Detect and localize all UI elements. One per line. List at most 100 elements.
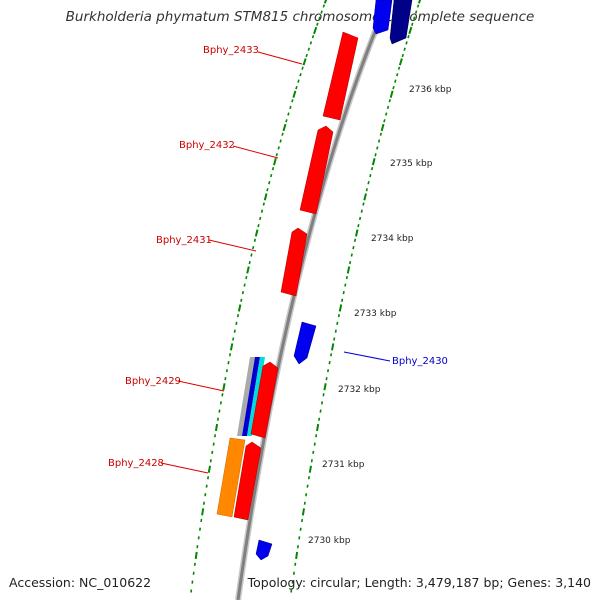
outer-tick bbox=[337, 314, 340, 318]
outer-tick bbox=[331, 343, 335, 351]
outer-tick bbox=[374, 153, 377, 157]
gene-reverse-bottom[interactable] bbox=[255, 539, 273, 561]
outer-tick bbox=[346, 266, 351, 274]
inner-tick bbox=[262, 202, 265, 206]
outer-tick bbox=[330, 353, 333, 357]
inner-tick bbox=[285, 119, 288, 123]
gene-label-bphy-2431[interactable]: Bphy_2431 bbox=[156, 235, 212, 246]
inner-tick bbox=[318, 16, 321, 20]
outer-tick bbox=[389, 90, 394, 98]
gene-label-bphy-2433[interactable]: Bphy_2433 bbox=[203, 45, 259, 56]
inner-tick bbox=[320, 10, 323, 14]
inner-tick bbox=[311, 35, 315, 39]
gene-label-bphy-2429[interactable]: Bphy_2429 bbox=[125, 376, 181, 387]
outer-tick bbox=[385, 112, 388, 116]
gene-label-bphy-2428[interactable]: Bphy_2428 bbox=[108, 458, 164, 469]
outer-tick bbox=[306, 484, 309, 488]
inner-tick bbox=[205, 484, 208, 488]
inner-tick bbox=[263, 193, 268, 201]
outer-tick bbox=[353, 238, 357, 242]
outer-tick bbox=[322, 393, 325, 397]
gene-bphy-2428[interactable] bbox=[233, 441, 262, 521]
gene-reverse-top-2[interactable] bbox=[389, 0, 413, 45]
outer-tick bbox=[379, 132, 382, 136]
outer-tick bbox=[407, 34, 410, 39]
feature-grey[interactable] bbox=[237, 357, 255, 436]
inner-tick bbox=[214, 434, 217, 438]
outer-tick bbox=[411, 22, 414, 26]
feature-dark-blue[interactable] bbox=[242, 357, 260, 436]
outer-tick bbox=[292, 571, 295, 575]
inner-tick bbox=[232, 337, 235, 341]
outer-tick bbox=[371, 158, 376, 166]
inner-tick bbox=[291, 99, 294, 103]
outer-tick bbox=[341, 298, 344, 302]
inner-tick bbox=[253, 238, 256, 242]
inner-tick bbox=[302, 58, 307, 66]
outer-tick bbox=[394, 79, 397, 83]
gene-bphy-2433[interactable] bbox=[322, 31, 359, 121]
outer-tick bbox=[295, 551, 299, 560]
inner-tick bbox=[221, 393, 224, 397]
inner-tick bbox=[281, 132, 284, 136]
outer-tick bbox=[376, 146, 379, 150]
inner-tick bbox=[211, 450, 214, 455]
inner-tick bbox=[229, 343, 234, 351]
inner-tick bbox=[252, 246, 255, 250]
inner-tick bbox=[299, 73, 302, 77]
gene-bphy-2430[interactable] bbox=[293, 321, 317, 365]
outer-tick bbox=[365, 188, 368, 192]
outer-tick bbox=[301, 508, 305, 516]
inner-tick bbox=[297, 79, 300, 83]
scale-label-2730: 2730 kbp bbox=[308, 536, 351, 546]
chromosome-backbone bbox=[235, 0, 391, 600]
inner-tick bbox=[202, 501, 205, 505]
outer-tick bbox=[323, 383, 327, 391]
inner-tick bbox=[266, 188, 269, 192]
outer-tick bbox=[386, 105, 390, 110]
outer-tick bbox=[313, 442, 316, 446]
outer-tick bbox=[299, 527, 302, 531]
inner-tick bbox=[257, 224, 260, 228]
accession-text: Accession: NC_010622 bbox=[9, 575, 152, 590]
inner-tick bbox=[323, 0, 328, 4]
inner-tick bbox=[219, 401, 222, 405]
gene-bphy-2431[interactable] bbox=[280, 227, 308, 297]
inner-tick bbox=[207, 465, 211, 473]
inner-tick bbox=[287, 112, 290, 116]
inner-tick bbox=[216, 417, 219, 421]
gene-leader-lines bbox=[160, 51, 391, 474]
outer-tick bbox=[397, 66, 401, 70]
feature-orange-rna[interactable] bbox=[216, 437, 246, 518]
gene-bphy-2432[interactable] bbox=[299, 125, 334, 215]
outer-tick bbox=[312, 450, 315, 455]
outer-tick bbox=[325, 377, 328, 381]
inner-tick bbox=[192, 571, 195, 575]
outer-tick bbox=[294, 562, 297, 566]
outer-tick bbox=[336, 321, 339, 326]
inner-tick bbox=[289, 105, 292, 110]
inner-tick bbox=[254, 229, 259, 237]
gene-bphy-2429[interactable] bbox=[250, 361, 279, 439]
outer-tick bbox=[383, 119, 386, 123]
inner-tick bbox=[224, 377, 227, 381]
feature-cyan[interactable] bbox=[247, 357, 265, 436]
gene-label-bphy-2430[interactable]: Bphy_2430 bbox=[392, 356, 448, 367]
inner-tick bbox=[246, 266, 250, 274]
outer-tick bbox=[417, 0, 422, 4]
outer-tick bbox=[334, 329, 337, 333]
outer-tick bbox=[344, 283, 347, 287]
inner-tick bbox=[279, 139, 282, 143]
inner-tick bbox=[268, 180, 271, 185]
outer-tick bbox=[301, 518, 304, 523]
gene-reverse-top-1[interactable] bbox=[372, 0, 393, 35]
gene-label-bphy-2432[interactable]: Bphy_2432 bbox=[179, 140, 235, 151]
outer-tick bbox=[310, 459, 313, 463]
outer-tick bbox=[316, 423, 320, 432]
scale-label-2731: 2731 kbp bbox=[322, 460, 365, 470]
inner-tick bbox=[222, 383, 226, 391]
outer-tick bbox=[345, 275, 348, 280]
outer-tick bbox=[416, 4, 420, 8]
inner-tick bbox=[237, 304, 242, 312]
